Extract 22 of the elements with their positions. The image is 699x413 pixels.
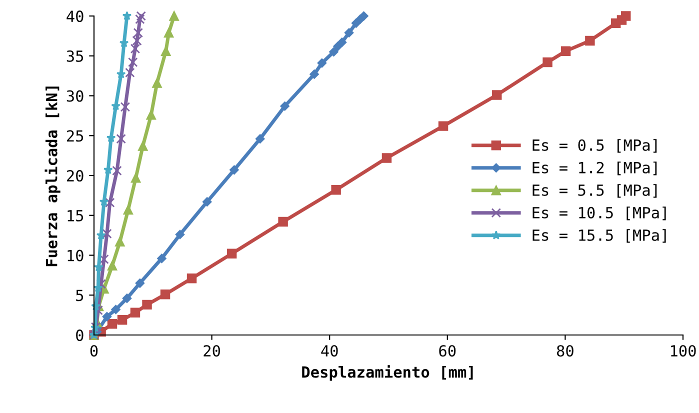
y-tick-label: 40	[66, 10, 84, 22]
legend-label: Es = 15.5 [MPa]	[532, 229, 666, 243]
y-tick-label: 25	[67, 130, 84, 142]
y-tick-label: 20	[67, 170, 84, 182]
y-tick-label: 35	[66, 50, 84, 62]
x-tick-label: 80	[556, 345, 574, 357]
y-tick-label: 30	[66, 90, 84, 102]
y-tick-label: 5	[76, 290, 84, 302]
y-tick-label: 15	[68, 210, 84, 222]
y-tick-label: 10	[68, 250, 84, 262]
y-axis-title: Fuerza aplicada [kN]	[44, 86, 60, 266]
x-tick-label: 100	[671, 345, 696, 357]
legend-label: Es = 1.2 [MPa]	[532, 162, 657, 176]
x-axis-title: Desplazamiento [mm]	[302, 365, 473, 381]
x-tick-label: 0	[90, 345, 98, 357]
x-tick-label: 60	[439, 345, 456, 357]
legend-label: Es = 10.5 [MPa]	[532, 206, 666, 220]
x-tick-label: 20	[204, 345, 220, 357]
y-tick-label: 0	[76, 330, 84, 342]
legend-label: Es = 0.5 [MPa]	[532, 139, 657, 153]
legend-label: Es = 5.5 [MPa]	[532, 184, 657, 198]
x-tick-label: 40	[321, 345, 338, 357]
